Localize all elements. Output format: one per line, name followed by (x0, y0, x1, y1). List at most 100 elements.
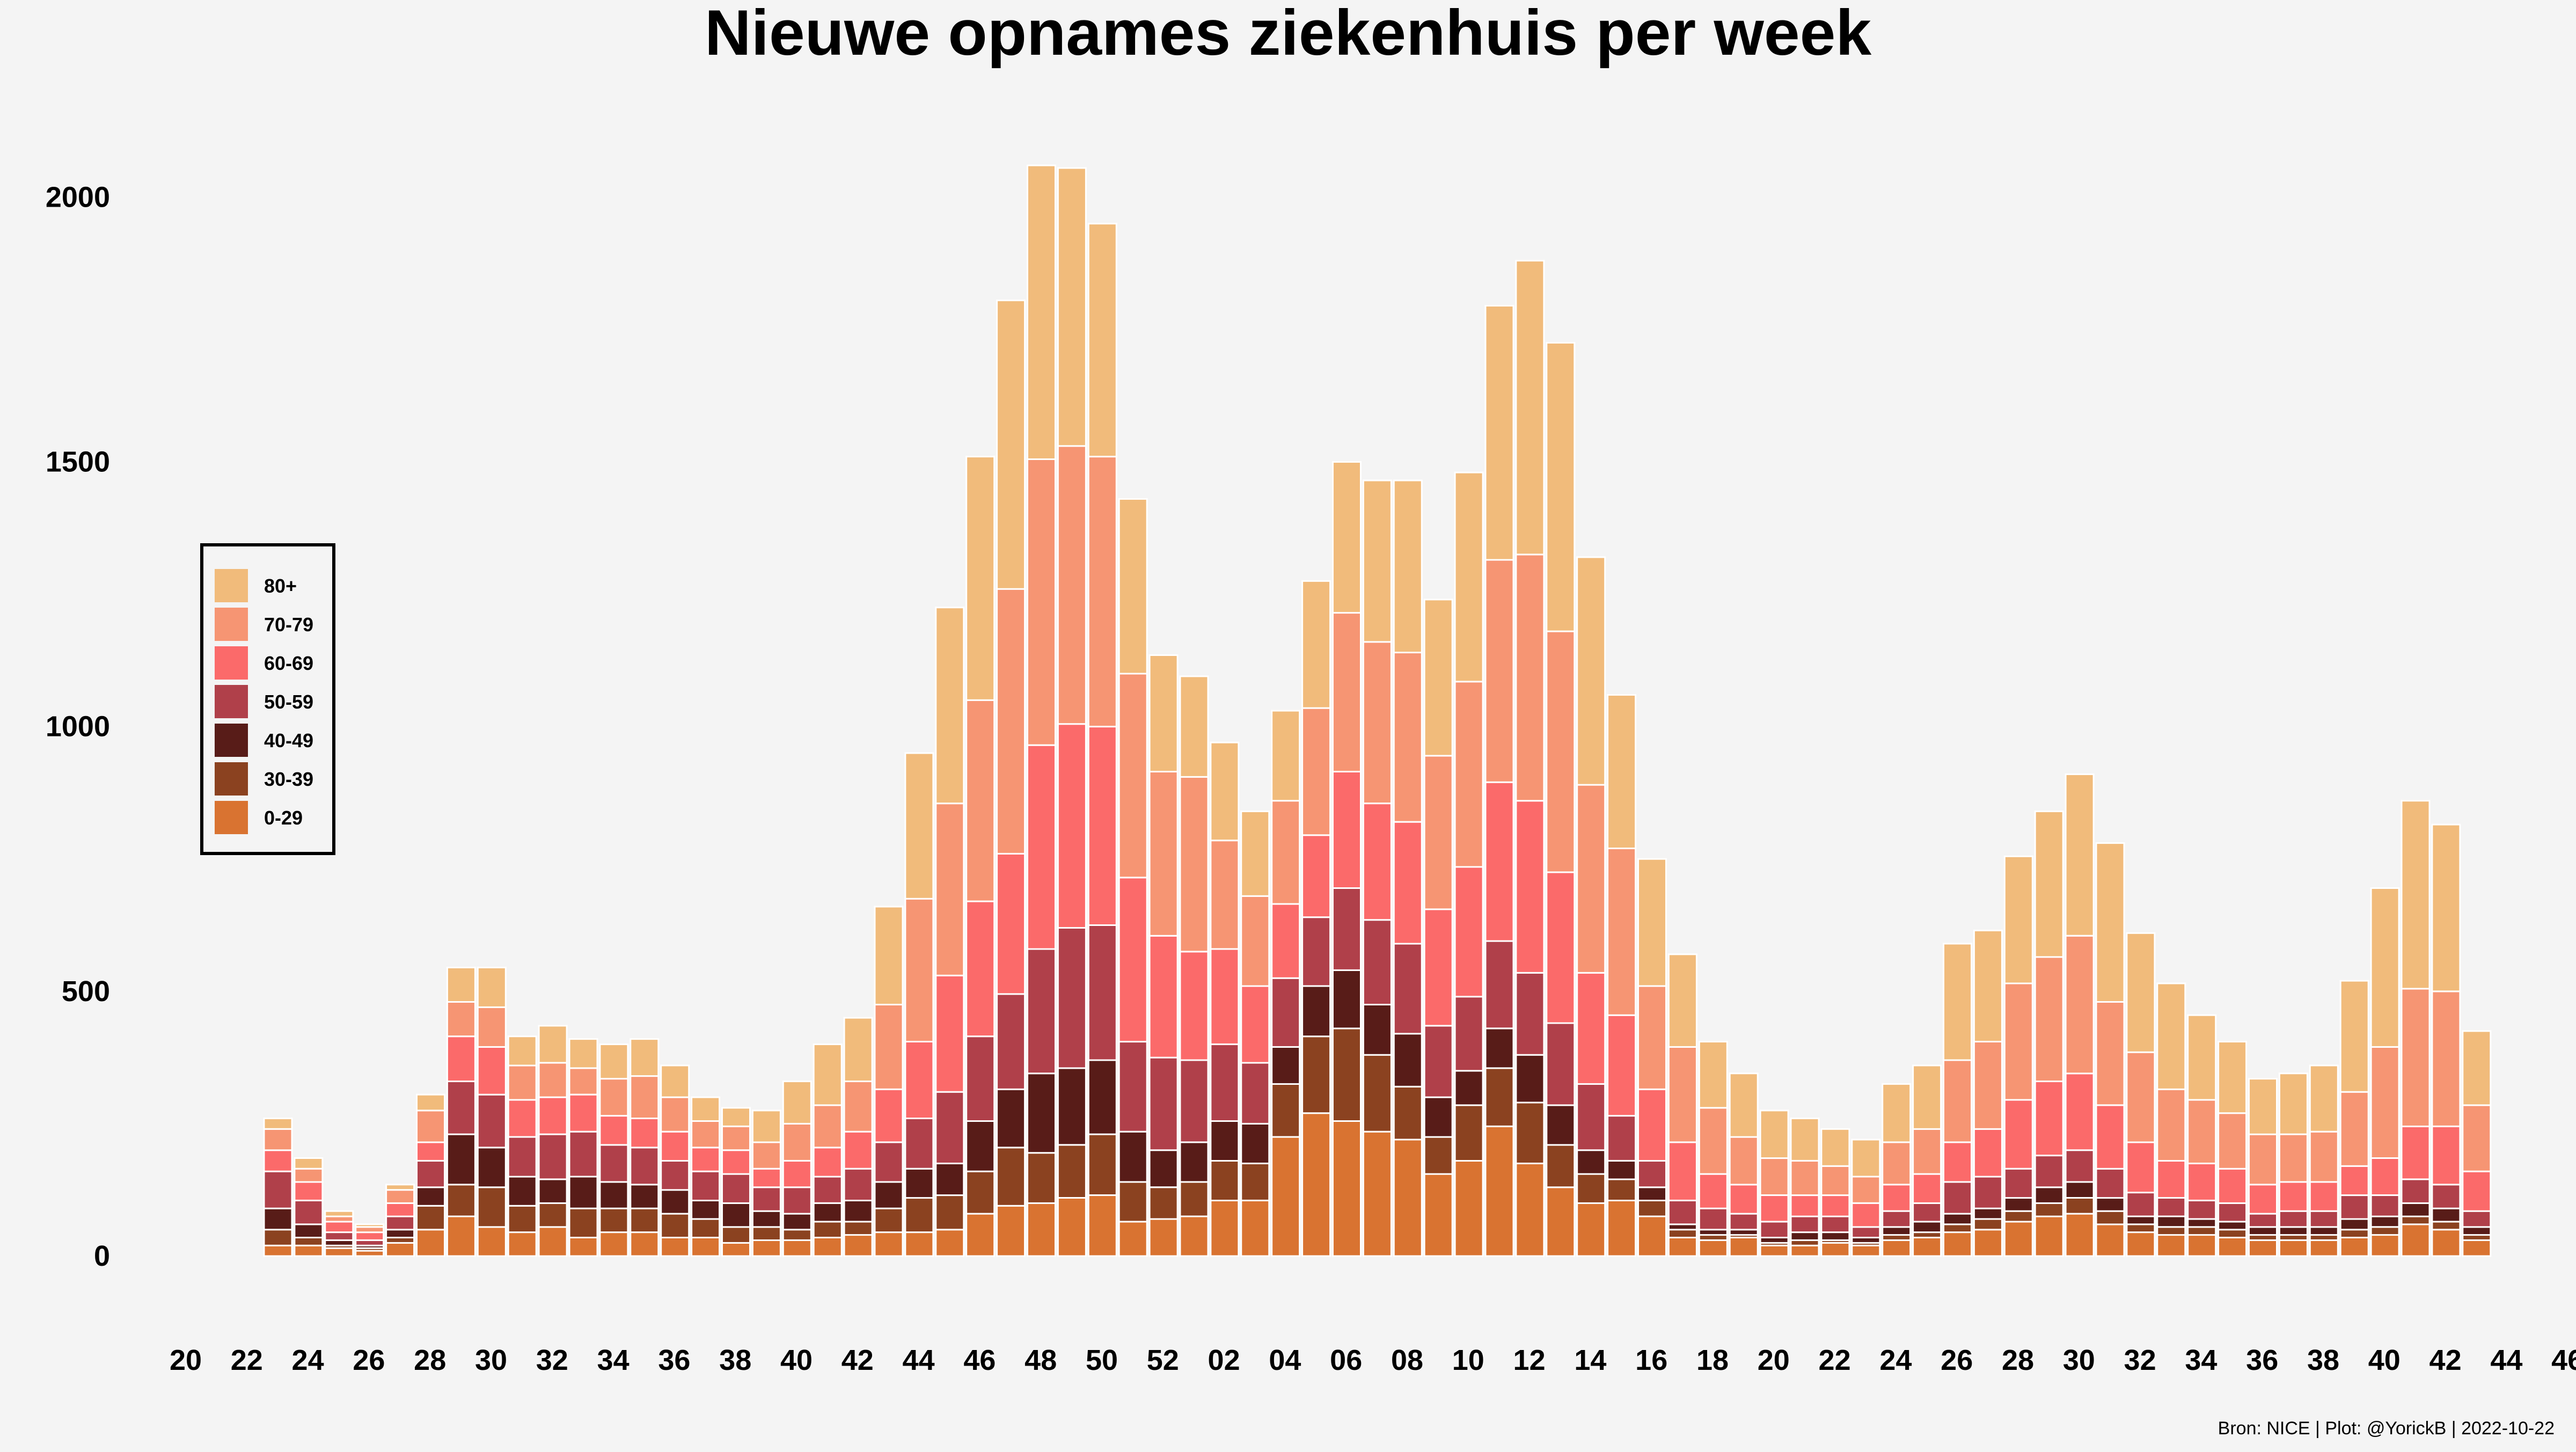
bar-segment-60-69-week-18 (1729, 1184, 1759, 1215)
bar-segment-70-79-week-33 (568, 1067, 598, 1096)
bar-segment-40-49-week-39 (2370, 1215, 2400, 1228)
bar-segment-0-29-week-38 (2339, 1237, 2369, 1257)
x-tick-label: 28 (414, 1344, 446, 1376)
bar-segment-50-59-week-46 (965, 1035, 996, 1122)
bar-segment-50-59-week-40 (2401, 1178, 2431, 1204)
bar-segment-40-49-week-20 (1790, 1231, 1820, 1241)
bar-segment-30-39-week-53 (1179, 1181, 1209, 1217)
bar-segment-0-29-week-49 (1057, 1197, 1087, 1257)
bar-segment-30-39-week-26 (1973, 1218, 2003, 1231)
legend-swatch-30-39 (215, 762, 248, 796)
x-tick-label: 32 (536, 1344, 568, 1376)
bar-segment-80+-week-39 (751, 1110, 781, 1143)
x-tick-label: 30 (2063, 1344, 2095, 1376)
bar-segment-70-79-week-04 (1301, 707, 1331, 836)
bar-segment-40-49-week-49 (1057, 1067, 1087, 1146)
bar-segment-80+-week-16 (1667, 953, 1697, 1048)
bar-segment-60-69-week-01 (1210, 948, 1240, 1045)
bar-segment-70-79-week-38 (2339, 1091, 2369, 1167)
bar-segment-0-29-week-52 (1148, 1218, 1179, 1257)
bar-segment-70-79-week-32 (2156, 1088, 2186, 1162)
bar-segment-50-59-week-21 (1820, 1215, 1850, 1234)
bar-segment-0-29-week-31 (2126, 1231, 2156, 1257)
legend-swatch-50-59 (215, 685, 248, 718)
bar-segment-50-59-week-23 (1882, 1210, 1912, 1228)
x-tick-label: 28 (2002, 1344, 2034, 1376)
bar-segment-60-69-week-23 (1882, 1184, 1912, 1212)
bar-segment-50-59-week-37 (691, 1170, 721, 1201)
bar-segment-80+-week-48 (1027, 164, 1056, 461)
bar-segment-60-69-week-32 (2156, 1160, 2186, 1199)
bar-segment-80+-week-14 (1607, 694, 1637, 849)
bar-segment-50-59-week-07 (1393, 943, 1423, 1035)
bar-segment-60-69-week-12 (1546, 871, 1576, 1024)
bar-segment-0-29-week-39 (751, 1239, 781, 1257)
bar-segment-0-29-week-35 (630, 1231, 660, 1257)
bar-segment-30-39-week-52 (1148, 1186, 1179, 1220)
legend-label-0-29: 0-29 (264, 807, 303, 829)
bar-segment-30-39-week-32 (2156, 1226, 2186, 1236)
bar-segment-60-69-week-47 (996, 852, 1026, 995)
bar-segment-60-69-week-25 (324, 1221, 354, 1234)
bar-segment-70-79-week-48 (1027, 458, 1056, 746)
bar-segment-0-29-week-28 (416, 1229, 445, 1257)
bar-segment-40-49-week-23 (1882, 1226, 1912, 1236)
bar-segment-60-69-week-38 (2339, 1165, 2369, 1196)
bar-segment-30-39-week-33 (2187, 1226, 2217, 1236)
bar-segment-70-79-week-39 (751, 1141, 781, 1170)
bar-segment-70-79-week-25 (1943, 1059, 1972, 1143)
bar-segment-0-29-week-25 (1943, 1231, 1972, 1257)
bar-segment-30-39-week-34 (599, 1207, 629, 1234)
bar-segment-80+-week-08 (1423, 599, 1453, 757)
bar-segment-50-59-week-31 (507, 1136, 537, 1178)
bar-segment-0-29-week-48 (1027, 1202, 1056, 1257)
bar-segment-0-29-week-39 (2370, 1234, 2400, 1257)
bar-segment-60-69-week-13 (1576, 972, 1606, 1085)
bar-segment-0-29-week-42 (843, 1234, 873, 1257)
bar-segment-70-79-week-26 (355, 1226, 385, 1234)
y-tick-label-500: 500 (62, 975, 110, 1008)
bar-segment-70-79-week-40 (2401, 988, 2431, 1127)
bar-segment-60-69-week-02 (1240, 985, 1270, 1064)
bar-segment-60-69-week-04 (1301, 834, 1331, 918)
bar-segment-50-59-week-36 (2278, 1210, 2308, 1228)
bar-segment-0-29-week-53 (1179, 1215, 1209, 1257)
bar-segment-30-39-week-02 (1240, 1162, 1270, 1201)
bar-segment-40-49-week-37 (2309, 1226, 2339, 1236)
bar-segment-50-59-week-47 (996, 993, 1026, 1090)
bar-segment-30-39-week-29 (2065, 1197, 2095, 1215)
bar-segment-80+-week-46 (965, 456, 996, 701)
bar-segment-30-39-week-11 (1515, 1101, 1545, 1164)
bar-segment-50-59-week-45 (935, 1091, 965, 1164)
bar-segment-40-49-week-03 (1271, 1046, 1301, 1085)
bar-segment-80+-week-24 (1912, 1064, 1942, 1130)
bar-segment-80+-week-25 (324, 1210, 354, 1217)
bar-segment-40-49-week-09 (1454, 1070, 1484, 1106)
bar-segment-60-69-week-26 (1973, 1128, 2003, 1178)
bar-segment-80+-week-32 (2156, 982, 2186, 1090)
x-tick-label: 34 (597, 1344, 630, 1376)
bar-segment-80+-week-37 (691, 1096, 721, 1122)
bar-segment-40-49-week-38 (721, 1202, 751, 1228)
x-tick-label: 30 (475, 1344, 507, 1376)
bar-segment-50-59-week-25 (324, 1231, 354, 1241)
bar-segment-70-79-week-40 (782, 1122, 812, 1162)
bar-segment-70-79-week-24 (1912, 1128, 1942, 1175)
bar-segment-70-79-week-29 (2065, 935, 2095, 1075)
bar-segment-30-39-week-29 (446, 1184, 476, 1217)
bar-segment-80+-week-27 (2003, 855, 2033, 984)
bar-segment-30-39-week-50 (1087, 1133, 1117, 1196)
bar-segment-50-59-week-42 (2462, 1210, 2492, 1228)
bar-segment-70-79-week-30 (2095, 1001, 2125, 1106)
bar-segment-0-29-week-38 (721, 1242, 751, 1257)
bar-segment-70-79-week-06 (1362, 641, 1392, 805)
bar-segment-60-69-week-21 (1820, 1194, 1850, 1217)
bar-segment-0-29-week-29 (446, 1215, 476, 1257)
bar-segment-50-59-week-50 (1087, 924, 1117, 1061)
bar-segment-70-79-week-22 (1851, 1176, 1881, 1204)
bar-segment-50-59-week-35 (630, 1147, 660, 1186)
bar-segment-80+-week-04 (1301, 580, 1331, 709)
bar-segment-40-49-week-52 (1148, 1149, 1179, 1188)
bar-segment-60-69-week-31 (2126, 1141, 2156, 1194)
